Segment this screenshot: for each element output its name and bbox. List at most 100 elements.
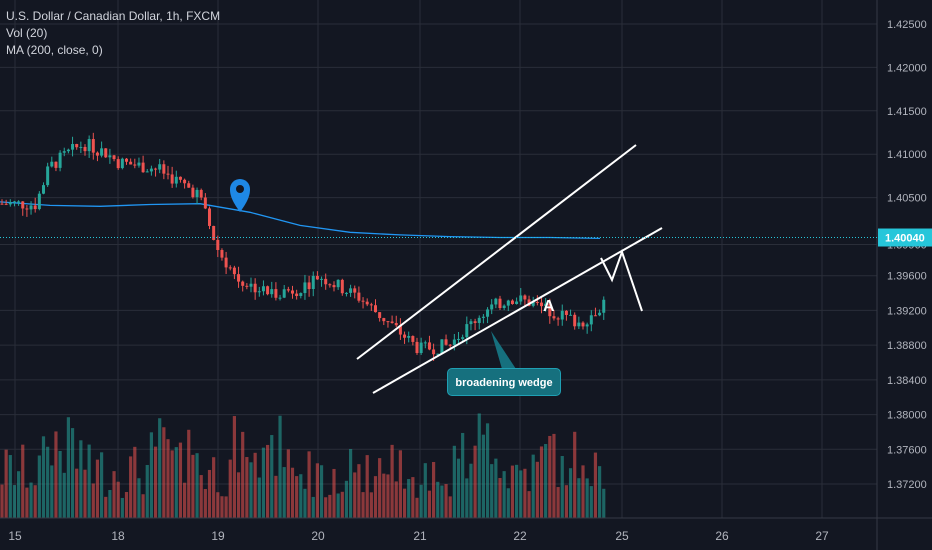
- symbol-title[interactable]: U.S. Dollar / Canadian Dollar, 1h, FXCM: [6, 9, 221, 23]
- volume-bar: [41, 436, 46, 518]
- volume-bar: [390, 444, 394, 518]
- volume-bar: [212, 457, 216, 518]
- volume-bar: [170, 450, 174, 518]
- volume-bar: [344, 480, 349, 518]
- volume-bar: [456, 458, 461, 518]
- volume-bar: [415, 497, 419, 518]
- volume-bar: [220, 496, 224, 518]
- candle-body: [79, 146, 83, 148]
- candle-body: [170, 174, 174, 184]
- volume-bar: [191, 454, 195, 518]
- candle-body: [465, 324, 469, 338]
- candle-body: [87, 139, 91, 152]
- volume-bar: [166, 439, 170, 518]
- candle-body: [145, 171, 149, 173]
- trendline-drawings: [356, 144, 663, 394]
- ma-line: [0, 201, 601, 240]
- volume-bar: [564, 485, 568, 518]
- volume-bar: [394, 481, 398, 518]
- candle-body: [220, 250, 224, 258]
- candle-body: [394, 323, 398, 326]
- current-price-badge: [878, 228, 932, 247]
- candle-body: [320, 278, 324, 280]
- volume-bar: [270, 435, 274, 518]
- price-tick-label: 1.40500: [887, 193, 927, 205]
- volume-bar: [373, 476, 378, 518]
- candle-body: [274, 289, 278, 298]
- volume-bar: [249, 462, 253, 518]
- candle-body: [100, 148, 104, 156]
- volume-bar: [535, 461, 539, 518]
- candle-body: [498, 298, 502, 309]
- volume-bar: [411, 477, 415, 518]
- volume-bar: [295, 476, 299, 518]
- candle-body: [589, 315, 593, 325]
- candle-body: [104, 148, 108, 158]
- volume-bar: [589, 486, 593, 518]
- volume-bar: [332, 468, 336, 518]
- volume-bar: [602, 488, 606, 518]
- volume-bar: [286, 449, 290, 518]
- candle-body: [515, 301, 519, 305]
- candle-body: [195, 189, 199, 198]
- price-tick-label: 1.38800: [887, 340, 927, 352]
- volume-bar: [315, 463, 319, 518]
- time-axis: 15 18 19 20 21 22 25 26 27: [0, 517, 932, 543]
- candle-body: [577, 322, 581, 327]
- candle-body: [120, 158, 124, 169]
- candle-body: [328, 284, 332, 286]
- volume-bar: [593, 452, 598, 518]
- volume-bar: [199, 475, 203, 518]
- volume-bar: [257, 477, 261, 518]
- candle-body: [444, 339, 448, 345]
- candle-body: [25, 208, 29, 210]
- volume-bar: [448, 496, 452, 518]
- volume-bar: [66, 417, 70, 518]
- chart-legend: U.S. Dollar / Canadian Dollar, 1h, FXCM …: [6, 8, 220, 59]
- candle-body: [137, 162, 141, 166]
- volume-bar: [228, 459, 232, 518]
- candle-body: [407, 336, 411, 338]
- candle-body: [33, 205, 37, 210]
- volume-bar: [4, 449, 8, 518]
- volume-bar: [207, 469, 212, 518]
- volume-bar: [531, 454, 535, 518]
- volume-bar: [112, 471, 116, 518]
- volume-bar: [261, 447, 266, 518]
- broadening-wedge-callout[interactable]: broadening wedge: [447, 368, 561, 396]
- candle-body: [349, 288, 353, 293]
- candle-body: [560, 310, 564, 320]
- candle-body: [295, 293, 299, 296]
- volume-bar: [319, 465, 324, 518]
- candle-body: [398, 325, 402, 335]
- volume-bar: [539, 446, 544, 518]
- wedge-marker-label[interactable]: A: [543, 298, 555, 315]
- ma-indicator-label[interactable]: MA (200, close, 0): [6, 43, 103, 57]
- volume-bar: [382, 473, 386, 518]
- volume-bar: [8, 455, 12, 518]
- candle-body: [21, 201, 25, 209]
- volume-bar: [29, 482, 33, 518]
- candle-body: [506, 300, 510, 306]
- candle-body: [141, 162, 145, 173]
- candle-body: [585, 324, 589, 327]
- volume-bar: [21, 444, 25, 518]
- moving-average-line: [0, 179, 601, 240]
- chart-grid: [0, 0, 877, 518]
- volume-bar: [141, 494, 145, 518]
- volume-bar: [369, 492, 373, 518]
- candle-body: [266, 286, 270, 295]
- volume-bar: [473, 445, 477, 518]
- volume-bar: [54, 431, 58, 518]
- candle-body: [129, 161, 133, 165]
- candle-body: [133, 164, 137, 166]
- volume-indicator-label[interactable]: Vol (20): [6, 26, 48, 40]
- volume-bar: [137, 478, 141, 518]
- current-price-label: 1.40040: [885, 233, 925, 245]
- volume-bar: [506, 488, 510, 518]
- candle-body: [149, 168, 153, 172]
- projection-path: [600, 248, 643, 312]
- time-tick-label: 22: [513, 529, 527, 543]
- candle-body: [382, 318, 386, 322]
